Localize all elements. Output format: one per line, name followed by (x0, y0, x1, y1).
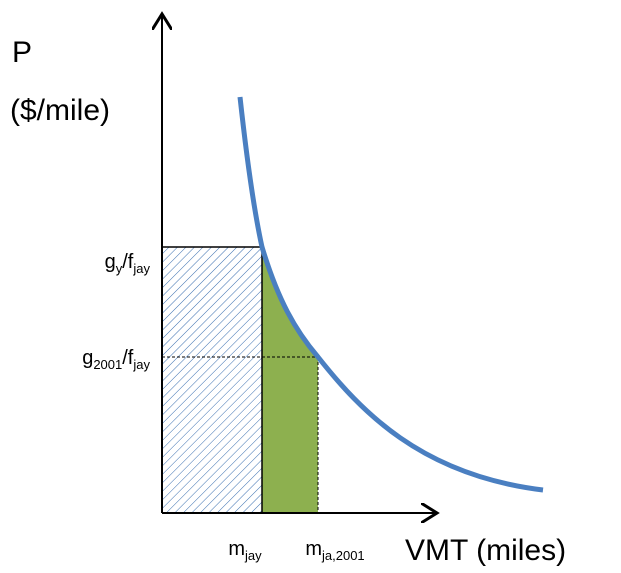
hatched-area (162, 247, 262, 513)
x-tick-label: mja,2001 (305, 538, 364, 563)
y-axis-label: P (12, 36, 32, 69)
y-tick-label: gy/fjay (105, 251, 151, 276)
y-tick-label: g2001/fjay (82, 347, 150, 372)
x-tick-label: mjay (228, 538, 262, 563)
demand-curve (237, 96, 544, 493)
y-axis-label: ($/mile) (10, 94, 110, 127)
green-area (262, 247, 318, 513)
x-axis-label: VMT (miles) (405, 534, 566, 567)
